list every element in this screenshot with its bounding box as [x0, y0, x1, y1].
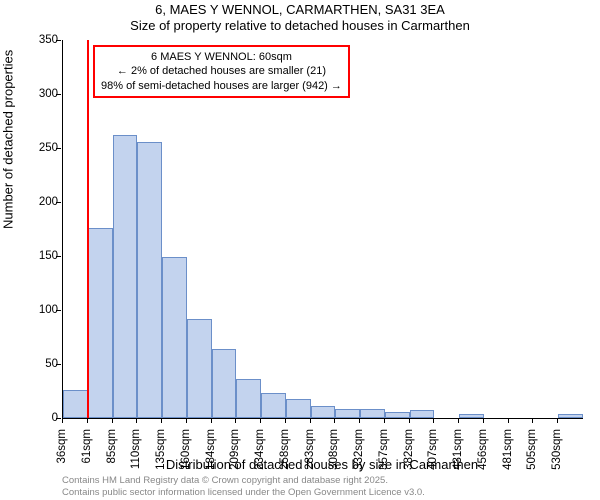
x-tick-mark — [62, 418, 63, 423]
x-tick-mark — [483, 418, 484, 423]
annotation-line-3: 98% of semi-detached houses are larger (… — [101, 79, 342, 93]
chart-title-main: 6, MAES Y WENNOL, CARMARTHEN, SA31 3EA — [0, 2, 600, 17]
y-tick-mark — [56, 310, 61, 311]
y-tick-mark — [56, 202, 61, 203]
footer-line-2: Contains public sector information licen… — [62, 487, 425, 498]
y-tick-mark — [56, 256, 61, 257]
histogram-bar — [63, 390, 88, 418]
y-tick-mark — [56, 364, 61, 365]
histogram-bar — [410, 410, 435, 418]
x-tick-mark — [384, 418, 385, 423]
annotation-line-1: 6 MAES Y WENNOL: 60sqm — [101, 50, 342, 64]
x-tick-mark — [458, 418, 459, 423]
x-tick-mark — [186, 418, 187, 423]
annotation-box: 6 MAES Y WENNOL: 60sqm← 2% of detached h… — [93, 45, 350, 98]
histogram-bar — [236, 379, 261, 418]
x-tick-mark — [409, 418, 410, 423]
footer-attribution: Contains HM Land Registry data © Crown c… — [62, 475, 425, 498]
property-size-chart: 6, MAES Y WENNOL, CARMARTHEN, SA31 3EA S… — [0, 0, 600, 500]
y-tick-mark — [56, 148, 61, 149]
reference-line — [87, 40, 89, 418]
histogram-bar — [88, 228, 113, 418]
histogram-bar — [261, 393, 286, 418]
x-tick-mark — [359, 418, 360, 423]
histogram-bar — [137, 142, 162, 418]
plot-area: 6 MAES Y WENNOL: 60sqm← 2% of detached h… — [62, 40, 583, 419]
x-tick-mark — [334, 418, 335, 423]
y-tick-mark — [56, 418, 61, 419]
chart-title-sub: Size of property relative to detached ho… — [0, 18, 600, 33]
histogram-bar — [335, 409, 360, 418]
x-tick-mark — [211, 418, 212, 423]
histogram-bar — [311, 406, 336, 418]
histogram-bar — [113, 135, 138, 418]
x-tick-mark — [87, 418, 88, 423]
y-tick-mark — [56, 40, 61, 41]
x-tick-mark — [136, 418, 137, 423]
x-axis-label: Distribution of detached houses by size … — [62, 457, 582, 472]
x-tick-mark — [285, 418, 286, 423]
x-tick-mark — [557, 418, 558, 423]
x-tick-mark — [508, 418, 509, 423]
histogram-bar — [162, 257, 187, 418]
histogram-bar — [212, 349, 237, 418]
x-tick-mark — [260, 418, 261, 423]
histogram-bar — [187, 319, 212, 418]
histogram-bar — [286, 399, 311, 418]
footer-line-1: Contains HM Land Registry data © Crown c… — [62, 475, 425, 486]
x-tick-mark — [161, 418, 162, 423]
x-tick-mark — [235, 418, 236, 423]
y-axis-ticks: 050100150200250300350 — [0, 40, 60, 418]
x-tick-mark — [112, 418, 113, 423]
histogram-bar — [360, 409, 385, 418]
x-tick-mark — [532, 418, 533, 423]
x-tick-mark — [433, 418, 434, 423]
annotation-line-2: ← 2% of detached houses are smaller (21) — [101, 64, 342, 78]
y-tick-mark — [56, 94, 61, 95]
x-tick-mark — [310, 418, 311, 423]
